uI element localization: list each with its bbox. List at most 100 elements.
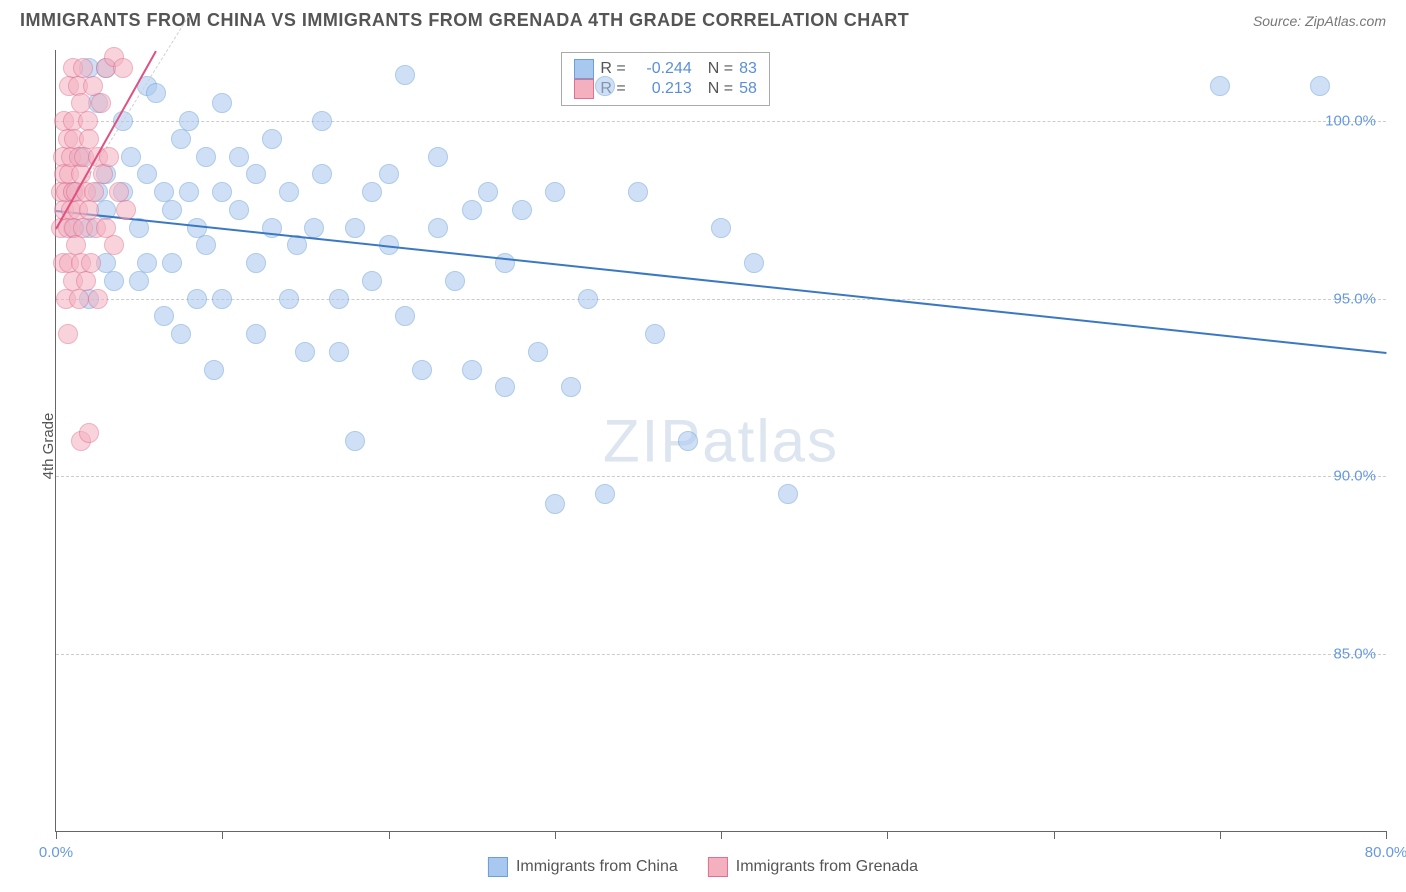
source-attribution: Source: ZipAtlas.com xyxy=(1253,13,1386,29)
scatter-point xyxy=(561,377,581,397)
scatter-point xyxy=(81,253,101,273)
scatter-point xyxy=(171,129,191,149)
x-tick xyxy=(56,831,57,839)
scatter-point xyxy=(395,306,415,326)
gridline-h xyxy=(56,654,1386,655)
scatter-point xyxy=(162,253,182,273)
gridline-h xyxy=(56,121,1386,122)
scatter-point xyxy=(229,200,249,220)
scatter-point xyxy=(171,324,191,344)
scatter-point xyxy=(312,111,332,131)
legend-n-label: N = xyxy=(708,80,733,98)
series-legend-label: Immigrants from Grenada xyxy=(736,858,918,876)
scatter-point xyxy=(295,342,315,362)
series-legend: Immigrants from China Immigrants from Gre… xyxy=(488,857,918,877)
scatter-point xyxy=(478,182,498,202)
scatter-point xyxy=(329,342,349,362)
scatter-point xyxy=(345,218,365,238)
gridline-h xyxy=(56,476,1386,477)
scatter-point xyxy=(79,423,99,443)
legend-swatch xyxy=(488,857,508,877)
legend-r-value: -0.244 xyxy=(632,60,692,78)
source-prefix: Source: xyxy=(1253,13,1305,29)
scatter-point xyxy=(1310,76,1330,96)
scatter-point xyxy=(187,289,207,309)
chart-title: IMMIGRANTS FROM CHINA VS IMMIGRANTS FROM… xyxy=(20,10,909,31)
scatter-point xyxy=(162,200,182,220)
scatter-point xyxy=(312,164,332,184)
x-tick xyxy=(389,831,390,839)
scatter-point xyxy=(744,253,764,273)
scatter-point xyxy=(304,218,324,238)
series-legend-item: Immigrants from Grenada xyxy=(708,857,918,877)
scatter-point xyxy=(91,93,111,113)
scatter-point xyxy=(395,65,415,85)
scatter-point xyxy=(146,83,166,103)
legend-n-value: 83 xyxy=(739,60,757,78)
scatter-point xyxy=(196,235,216,255)
scatter-point xyxy=(84,182,104,202)
scatter-point xyxy=(116,200,136,220)
scatter-point xyxy=(462,200,482,220)
scatter-point xyxy=(462,360,482,380)
correlation-legend: R =-0.244N =83R =0.213N =58 xyxy=(561,52,769,106)
scatter-point xyxy=(137,253,157,273)
y-tick-label: 85.0% xyxy=(1333,645,1376,662)
scatter-point xyxy=(528,342,548,362)
x-tick xyxy=(1386,831,1387,839)
gridline-h xyxy=(56,299,1386,300)
x-tick xyxy=(1220,831,1221,839)
watermark: ZIPatlas xyxy=(603,406,839,475)
scatter-point xyxy=(595,484,615,504)
scatter-point xyxy=(445,271,465,291)
scatter-point xyxy=(379,164,399,184)
y-tick-label: 90.0% xyxy=(1333,468,1376,485)
scatter-point xyxy=(545,182,565,202)
scatter-point xyxy=(179,182,199,202)
x-tick xyxy=(555,831,556,839)
y-tick-label: 100.0% xyxy=(1325,113,1376,130)
chart-header: IMMIGRANTS FROM CHINA VS IMMIGRANTS FROM… xyxy=(0,0,1406,41)
scatter-point xyxy=(99,147,119,167)
scatter-point xyxy=(428,218,448,238)
scatter-point xyxy=(246,253,266,273)
scatter-point xyxy=(204,360,224,380)
legend-swatch xyxy=(574,59,594,79)
scatter-point xyxy=(279,289,299,309)
scatter-point xyxy=(58,324,78,344)
scatter-point xyxy=(196,147,216,167)
scatter-point xyxy=(229,147,249,167)
scatter-point xyxy=(212,93,232,113)
scatter-point xyxy=(595,76,615,96)
scatter-point xyxy=(129,271,149,291)
legend-swatch xyxy=(574,79,594,99)
scatter-point xyxy=(93,164,113,184)
series-legend-label: Immigrants from China xyxy=(516,858,678,876)
scatter-point xyxy=(179,111,199,131)
scatter-point xyxy=(137,164,157,184)
scatter-point xyxy=(104,235,124,255)
scatter-point xyxy=(545,494,565,514)
legend-r-value: 0.213 xyxy=(632,80,692,98)
scatter-point xyxy=(104,271,124,291)
legend-n-label: N = xyxy=(708,60,733,78)
scatter-point xyxy=(678,431,698,451)
scatter-point xyxy=(512,200,532,220)
watermark-light: atlas xyxy=(702,407,839,474)
scatter-point xyxy=(246,324,266,344)
scatter-point xyxy=(412,360,432,380)
scatter-point xyxy=(495,253,515,273)
scatter-point xyxy=(778,484,798,504)
scatter-point xyxy=(578,289,598,309)
legend-swatch xyxy=(708,857,728,877)
scatter-point xyxy=(329,289,349,309)
y-tick-label: 95.0% xyxy=(1333,290,1376,307)
x-tick-label: 0.0% xyxy=(39,844,73,861)
scatter-point xyxy=(212,289,232,309)
scatter-point xyxy=(362,271,382,291)
scatter-point xyxy=(428,147,448,167)
scatter-point xyxy=(628,182,648,202)
scatter-point xyxy=(121,147,141,167)
scatter-point xyxy=(154,306,174,326)
x-tick xyxy=(887,831,888,839)
